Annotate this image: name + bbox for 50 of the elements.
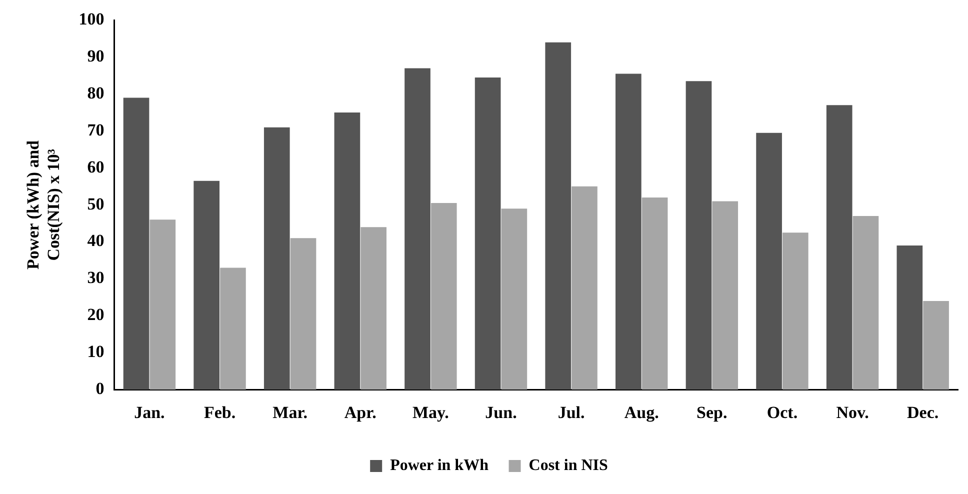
bar [572,186,598,390]
bar [642,198,668,390]
legend-label: Power in kWh [390,457,489,474]
x-tick-label: Dec. [907,403,939,422]
x-tick-label: Jan. [134,403,165,422]
x-tick-label: Aug. [624,403,659,422]
bar [290,238,316,390]
bar [194,180,220,390]
bar [264,127,290,390]
x-tick-label: Oct. [766,403,798,422]
bar [150,220,176,390]
bar [826,105,852,390]
y-tick-label: 20 [87,305,104,324]
y-tick-label: 60 [87,157,104,176]
bar [782,232,808,390]
y-tick-label: 0 [96,378,104,398]
y-tick-label: 80 [87,83,104,102]
bar [852,216,879,390]
bar [404,68,430,390]
bar [430,203,457,390]
legend-label: Cost in NIS [528,457,608,474]
bar [616,74,642,390]
y-tick-label: 10 [87,342,104,362]
x-tick-label: Jun. [485,403,517,422]
y-tick-label: 70 [87,120,104,140]
y-tick-label: 90 [87,46,104,66]
y-tick-label: 40 [87,231,104,250]
x-tick-label: Sep. [696,403,728,422]
bar [896,246,923,390]
bar [545,42,572,390]
bar [220,268,246,390]
x-tick-label: May. [412,403,449,422]
x-tick-label: Mar. [272,403,308,422]
x-tick-label: Jul. [558,403,585,422]
bar [334,112,360,390]
y-tick-label: 100 [78,10,104,29]
x-tick-label: Nov. [836,403,869,422]
bar [501,208,528,390]
bar [712,201,738,390]
bar [474,77,501,390]
y-tick-label: 30 [87,268,104,288]
y-tick-label: 50 [87,194,104,214]
bar [686,81,712,390]
x-tick-label: Feb. [204,403,236,422]
bar [123,98,150,390]
bar [756,132,782,390]
bar [360,227,386,390]
x-tick-label: Apr. [344,403,376,422]
y-axis-title: Power (kWh) and Cost(NIS) x 10³ [24,140,63,270]
bar [923,300,949,390]
